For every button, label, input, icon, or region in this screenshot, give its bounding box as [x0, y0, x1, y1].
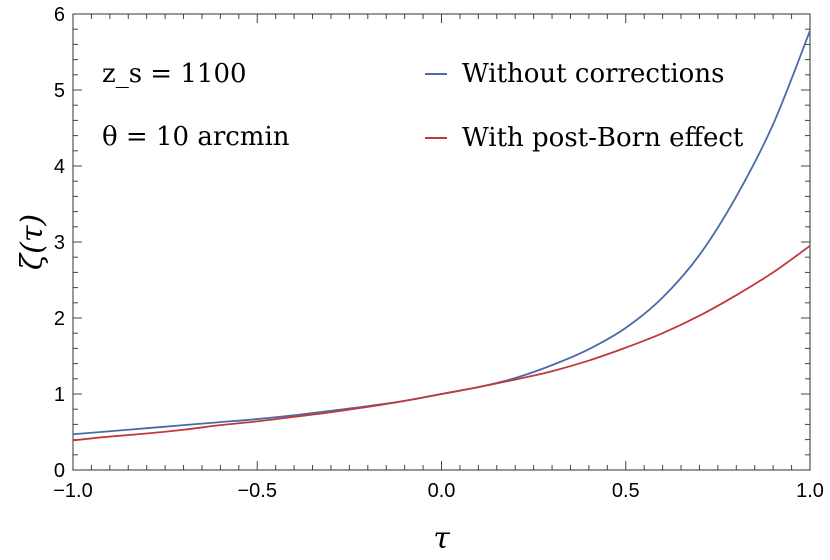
annotation-source-redshift: z_s = 1100 — [102, 59, 247, 89]
y-tick-label: 1 — [54, 384, 65, 406]
x-tick-label: −0.5 — [238, 480, 277, 502]
y-tick-label: 4 — [54, 156, 65, 178]
y-tick-label: 2 — [54, 308, 65, 330]
series-line — [72, 30, 811, 436]
series-without-corrections — [72, 30, 811, 436]
plot-frame — [72, 13, 811, 471]
y-axis-label: ζ(τ) — [15, 214, 50, 270]
annotations: z_s = 1100 θ = 10 arcmin — [102, 59, 290, 152]
x-tick-label: 0.5 — [612, 480, 640, 502]
series-line — [72, 245, 811, 442]
y-tick-label: 5 — [54, 80, 65, 102]
tick-labels-layer: −1.0 −0.5 0.0 0.5 1.0 0 1 2 3 4 5 6 — [53, 4, 824, 502]
y-tick-label: 6 — [54, 4, 65, 26]
annotation-angle: θ = 10 arcmin — [102, 122, 290, 152]
x-tick-label: 0.0 — [428, 480, 456, 502]
x-axis-label: τ — [433, 521, 450, 556]
series-post-born — [72, 245, 811, 442]
legend-label-post-born: With post-Born effect — [462, 123, 744, 153]
y-tick-label: 3 — [54, 232, 65, 254]
legend-label-without-corrections: Without corrections — [462, 59, 724, 89]
x-tick-label: −1.0 — [53, 480, 92, 502]
series-layer — [72, 30, 811, 442]
legend: Without corrections With post-Born effec… — [425, 59, 744, 153]
x-tick-label: 1.0 — [796, 480, 824, 502]
y-tick-label: 0 — [54, 460, 65, 482]
